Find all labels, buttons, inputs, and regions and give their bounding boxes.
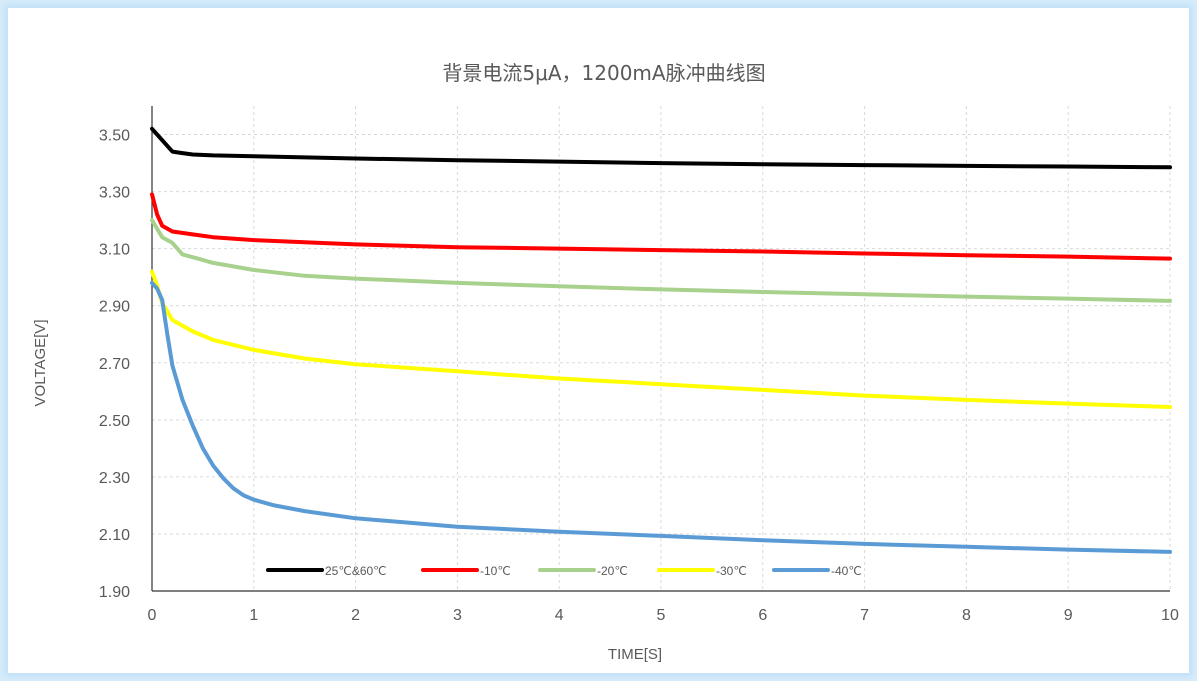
legend-label: 25℃&60℃ (325, 564, 387, 578)
y-tick-label: 2.50 (99, 413, 130, 430)
legend-label: -10℃ (480, 564, 511, 578)
y-tick-label: 3.10 (99, 242, 130, 259)
axes (151, 106, 1170, 592)
y-tick-label: 2.90 (99, 299, 130, 316)
x-tick-label: 1 (249, 607, 258, 624)
x-tick-label: 2 (351, 607, 360, 624)
x-tick-label: 10 (1161, 607, 1179, 624)
y-tick-label: 2.30 (99, 470, 130, 487)
grid-lines (152, 106, 1171, 591)
x-axis-title: TIME[S] (608, 646, 662, 663)
x-tick-label: 8 (962, 607, 971, 624)
x-tick-label: 4 (555, 607, 564, 624)
series-line-1 (150, 126, 1172, 170)
x-tick-label: 3 (453, 607, 462, 624)
series-lines (150, 126, 1172, 554)
x-tick-label: 9 (1064, 607, 1073, 624)
x-tick-label: 7 (860, 607, 869, 624)
series-line-5 (150, 280, 1172, 554)
legend-label: -40℃ (831, 564, 862, 578)
y-tick-label: 3.30 (99, 185, 130, 202)
x-tick-label: 6 (758, 607, 767, 624)
line-chart: 背景电流5μA，1200mA脉冲曲线图 1.90 2.10 2.30 2.50 2.70… (32, 61, 1179, 663)
legend-label: -30℃ (716, 564, 747, 578)
series-line-4 (150, 269, 1172, 409)
series-line-3 (150, 218, 1172, 303)
x-tick-label: 0 (148, 607, 157, 624)
legend: 25℃&60℃ -10℃ -20℃ -30℃ -40℃ (266, 564, 862, 578)
y-tick-label: 3.50 (99, 128, 130, 145)
series-line-2 (150, 192, 1172, 261)
chart-frame: 背景电流5μA，1200mA脉冲曲线图 1.90 2.10 2.30 2.50 2.70… (8, 8, 1189, 673)
x-tick-label: 5 (657, 607, 666, 624)
y-tick-label: 1.90 (99, 584, 130, 601)
legend-label: -20℃ (597, 564, 628, 578)
chart-title: 背景电流5μA，1200mA脉冲曲线图 (442, 61, 765, 85)
tick-labels: 1.90 2.10 2.30 2.50 2.70 2.90 3.10 3.30 3.50 0 1 2 3… (99, 128, 1179, 624)
y-tick-label: 2.70 (99, 356, 130, 373)
y-axis-title: VOLTAGE[V] (32, 320, 49, 407)
y-tick-label: 2.10 (99, 527, 130, 544)
